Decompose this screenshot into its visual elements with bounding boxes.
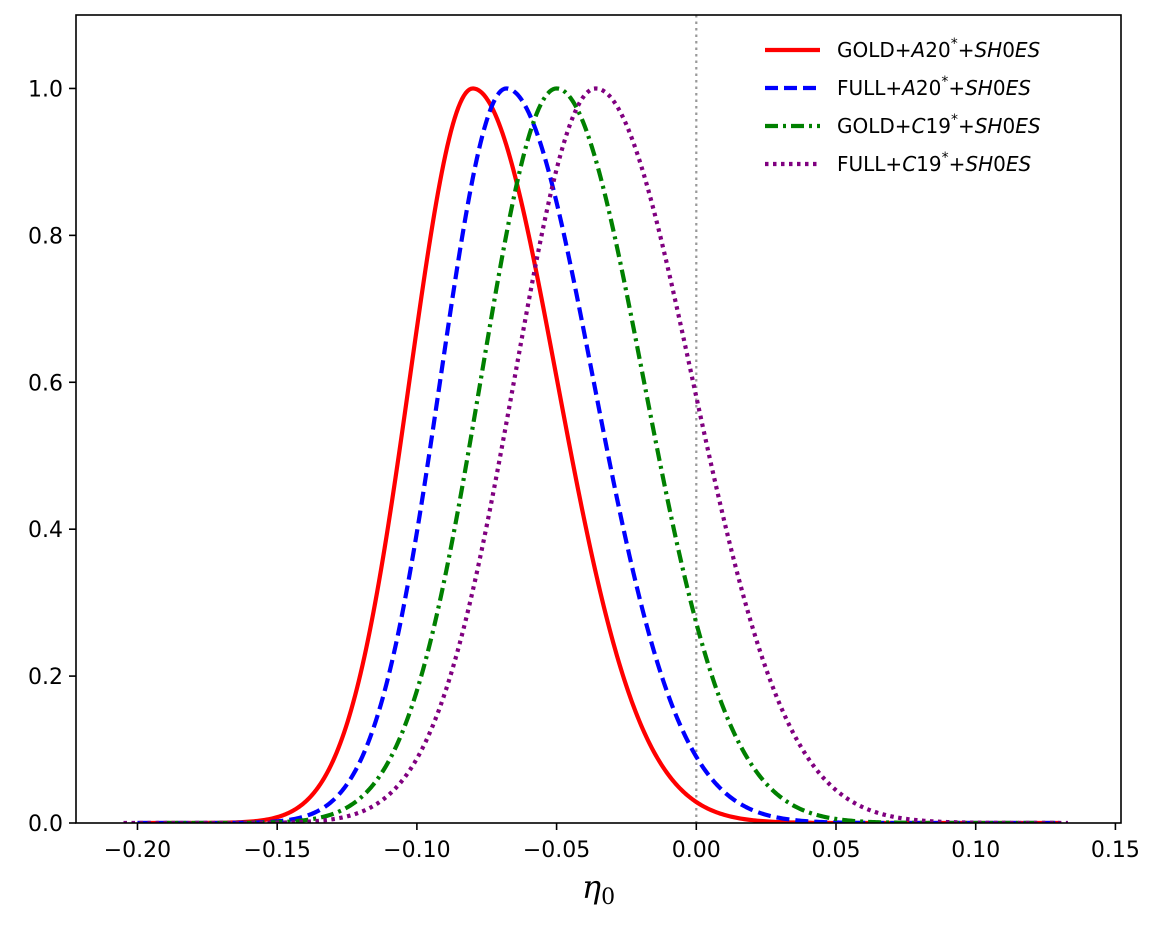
- x-axis-label: η0: [582, 868, 615, 910]
- series-line-2: [137, 86, 1060, 823]
- x-tick-label: 0.10: [951, 838, 1000, 863]
- y-tick-label: 0.4: [28, 518, 63, 543]
- x-tick-label: 0.05: [812, 838, 861, 863]
- x-ticks: −0.20 −0.15 −0.10 −0.05 0.00 0.05 0.10 0.15: [104, 823, 1140, 863]
- y-tick-label: 0.2: [28, 665, 63, 690]
- x-tick-label: 0.15: [1091, 838, 1140, 863]
- y-tick-label: 0.8: [28, 224, 63, 249]
- y-tick-label: 1.0: [28, 77, 63, 102]
- series-line-4: [123, 86, 1069, 823]
- x-tick-label: −0.20: [104, 838, 171, 863]
- x-tick-label: −0.05: [523, 838, 590, 863]
- x-tick-label: −0.15: [243, 838, 310, 863]
- y-tick-label: 0.6: [28, 371, 63, 396]
- series-line-3: [165, 86, 1055, 823]
- y-ticks: 0.0 0.2 0.4 0.6 0.8 1.0: [28, 77, 76, 837]
- x-axis-label-subscript: 0: [601, 885, 615, 910]
- axes-frame: [75, 14, 1122, 824]
- legend-label-4: FULL+C19*+SH0ES: [837, 150, 1031, 176]
- legend-label-1: GOLD+A20*+SH0ES: [837, 36, 1041, 62]
- x-tick-label: −0.10: [383, 838, 450, 863]
- x-tick-label: 0.00: [672, 838, 721, 863]
- series-line-1: [137, 86, 1060, 823]
- x-axis-label-symbol: η: [582, 868, 601, 906]
- legend: GOLD+A20*+SH0ES FULL+A20*+SH0ES GOLD+C19*+…: [765, 36, 1041, 176]
- legend-label-3: GOLD+C19*+SH0ES: [837, 112, 1041, 138]
- legend-label-2: FULL+A20*+SH0ES: [837, 74, 1031, 100]
- curves-layer: [123, 86, 1069, 823]
- y-tick-label: 0.0: [28, 812, 63, 837]
